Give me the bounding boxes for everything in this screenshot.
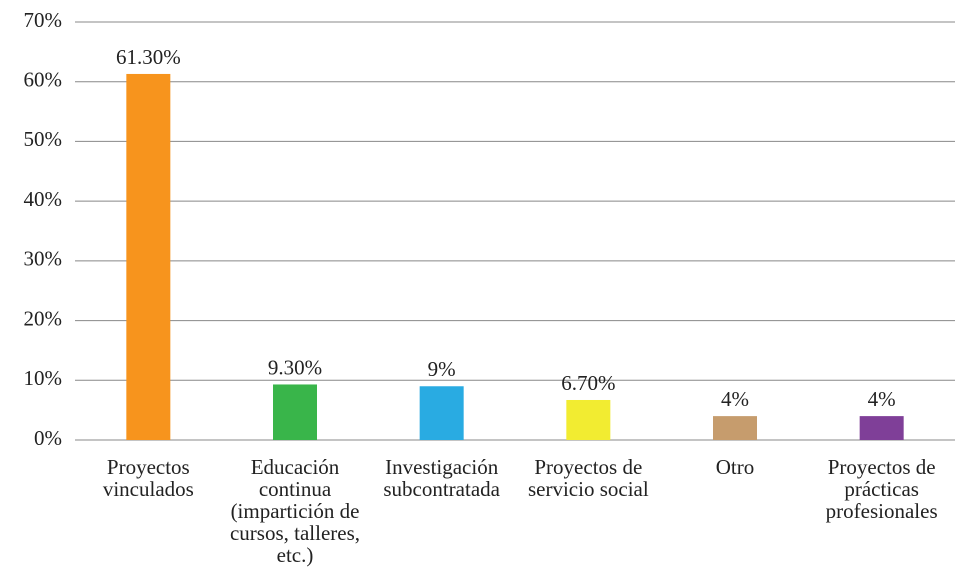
x-tick-label: Proyectos vinculados bbox=[102, 455, 194, 501]
value-label: 61.30% bbox=[116, 45, 181, 69]
value-label: 9% bbox=[428, 357, 456, 381]
y-tick-label: 70% bbox=[24, 8, 63, 32]
bar bbox=[126, 73, 171, 441]
x-tick-label: Investigación subcontratada bbox=[383, 455, 500, 501]
bar bbox=[419, 386, 464, 440]
y-tick-label: 30% bbox=[24, 247, 63, 271]
y-tick-label: 10% bbox=[24, 366, 63, 390]
value-label: 6.70% bbox=[561, 371, 615, 395]
x-tick-label: Proyectos de prácticas profesionales bbox=[825, 455, 938, 523]
y-tick-label: 0% bbox=[34, 426, 62, 450]
bar bbox=[859, 416, 904, 440]
value-label: 9.30% bbox=[268, 355, 322, 379]
x-tick-label: Otro bbox=[715, 455, 755, 479]
y-tick-label: 50% bbox=[24, 127, 63, 151]
bar bbox=[273, 384, 317, 440]
y-tick-label: 40% bbox=[24, 187, 63, 211]
x-tick-label: Proyectos de servicio social bbox=[527, 455, 649, 501]
y-tick-label: 60% bbox=[24, 68, 63, 92]
y-tick-label: 20% bbox=[24, 306, 63, 330]
value-label: 4% bbox=[868, 387, 896, 411]
bar bbox=[566, 399, 611, 440]
bar bbox=[713, 416, 757, 440]
x-tick-label: Educación continua (impartición de curso… bbox=[229, 455, 361, 567]
value-label: 4% bbox=[721, 387, 749, 411]
